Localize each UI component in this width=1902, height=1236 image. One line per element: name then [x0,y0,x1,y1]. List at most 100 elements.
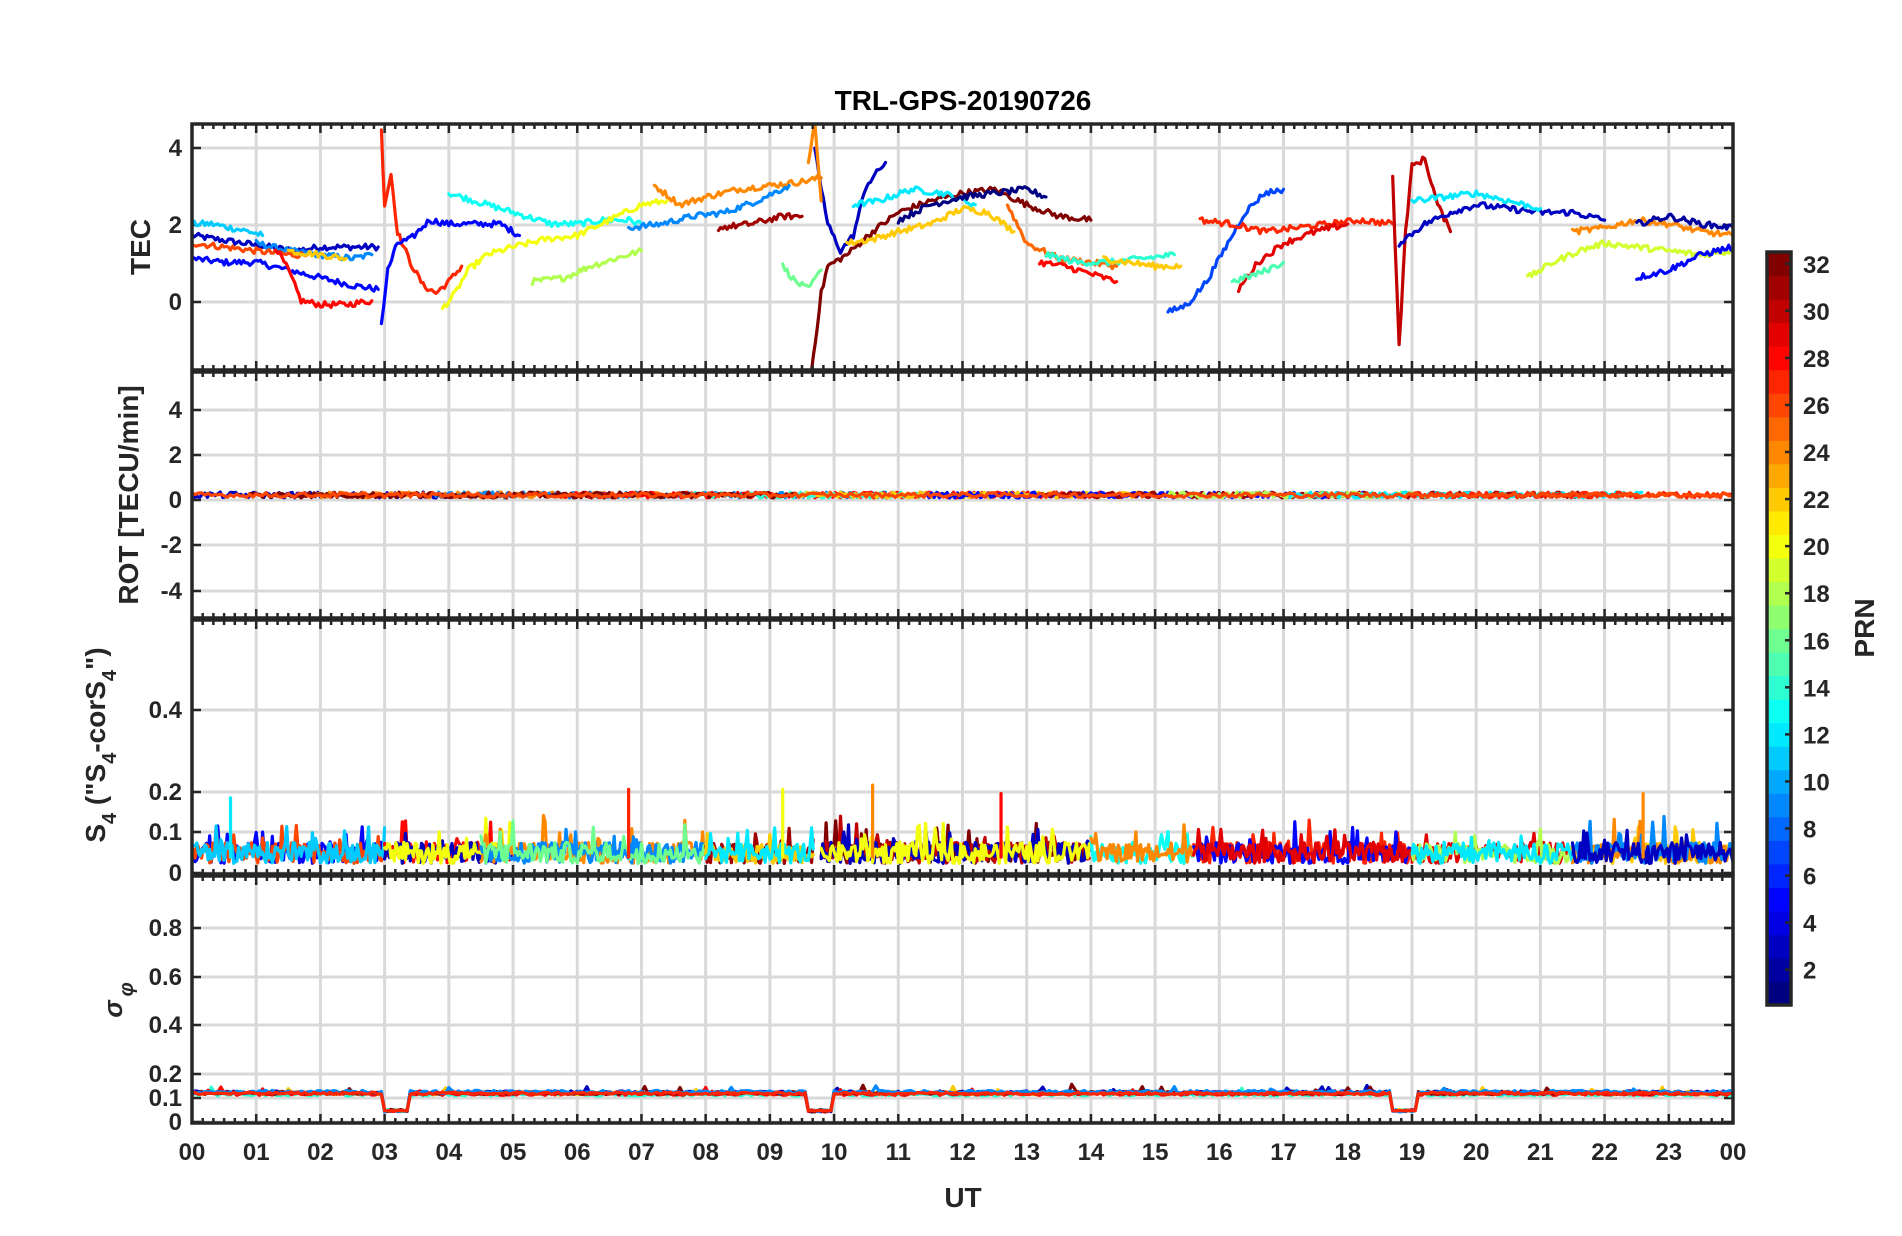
y-tick-label: 0 [169,289,182,316]
tec-series-prn-22 [286,248,348,262]
tec-series-prn-19 [1525,239,1733,279]
tec-series-prn-32 [810,185,1093,370]
label-part: S [80,824,111,843]
y-axis-label-s4: S4 ("S4-corS4") [80,647,121,842]
x-tick-label: 04 [435,1139,462,1166]
x-tick-label: 00 [1720,1139,1747,1166]
x-tick-label: 09 [757,1139,784,1166]
tec-series-prn-31 [716,212,804,233]
tec-series-prn-15 [1230,260,1286,284]
colorbar-segment [1767,746,1791,771]
colorbar-tick-label: 12 [1803,722,1830,749]
tec-series-prn-24 [652,174,823,209]
colorbar-tick-label: 26 [1803,393,1830,420]
x-tick-label: 05 [500,1139,527,1166]
tec-series-prn-29 [1236,222,1350,294]
plot-area [192,124,1733,370]
tec-series-prn-28 [273,248,374,309]
colorbar-tick-label: 8 [1803,817,1816,844]
y-tick-label: -4 [161,578,183,605]
x-tick-label: 17 [1270,1139,1297,1166]
s4-series-prn-16 [479,819,706,866]
colorbar-segment [1767,699,1791,724]
y-tick-label: 2 [169,442,182,469]
colorbar-tick-label: 10 [1803,769,1830,796]
label-part: 4 [99,669,121,681]
colorbar-segment [1767,604,1791,630]
panels: 024-4-202400.10.20.400.10.20.40.60.8TECR… [80,122,1735,1136]
y-tick-label: 4 [169,135,183,162]
label-part: -corS [80,681,111,753]
colorbar-tick-label: 18 [1803,581,1830,608]
x-tick-label: 14 [1078,1139,1105,1166]
tec-series-prn-24 [1570,216,1733,238]
s4-series-prn-12 [1410,834,1575,865]
colorbar-tick-label: 6 [1803,864,1816,891]
x-tick-label: 10 [821,1139,848,1166]
y-tick-label: -2 [161,532,182,559]
y-tick-label: 0.4 [149,697,183,724]
colorbar-segment [1767,793,1791,818]
y-tick-label: 0.4 [149,1012,183,1039]
colorbar-segment [1767,934,1791,959]
y-tick-label: 0.6 [149,964,182,991]
tec-series-prn-12 [1410,189,1543,212]
colorbar-frame [1765,250,1793,1007]
colorbar-segment [1767,510,1791,535]
colorbar-tick-label: 24 [1803,440,1830,467]
label-part: 4 [99,812,121,824]
s4-series-prn-12 [704,826,815,865]
plot-area [192,783,1733,866]
x-tick-label: 08 [692,1139,719,1166]
y-tick-label: 0.8 [149,915,182,942]
y-tick-label: 0 [169,860,182,887]
tec-series-prn-5 [192,255,380,293]
colorbar-segment [1767,840,1791,865]
x-tick-label: 13 [1013,1139,1040,1166]
y-tick-label: 0.1 [149,1085,182,1112]
colorbar-tick-label: 30 [1803,299,1830,326]
label-part: ("S [80,764,111,813]
s4-series-prn-29 [1192,827,1414,865]
label-part: σ [98,999,128,1018]
label-part: 4 [99,752,121,764]
colorbar-tick-label: 14 [1803,675,1830,702]
tec-series-prn-3 [813,146,888,255]
x-tick-label: 19 [1399,1139,1426,1166]
tec-series-prn-27 [1198,216,1395,236]
x-tick-label: 11 [886,1139,911,1166]
colorbar-tick-label: 32 [1803,252,1830,279]
colorbar-segment [1767,981,1791,1006]
colorbar-segment [1767,322,1791,347]
panel-tec: 0 2 4 [169,122,1735,372]
x-tick-label: 15 [1142,1139,1169,1166]
colorbar-tick-label: 28 [1803,346,1830,373]
tec-series-prn-9 [626,183,791,232]
colorbar-label: PRN [1849,598,1880,657]
y-tick-label: 0.2 [149,1061,182,1088]
y-axis-label: ROT [TECU/min] [113,385,144,604]
s4-series-prn-24 [1089,823,1194,864]
colorbar-segment [1767,557,1791,583]
tec-series-prn-16 [781,262,823,289]
x-tick-label: 01 [243,1139,270,1166]
s4-series-prn-3 [1570,828,1733,866]
x-tick-label: 06 [564,1139,591,1166]
panel-frame [190,874,1735,1125]
x-tick-label: 23 [1655,1139,1682,1166]
chart-title: TRL-GPS-20190726 [835,85,1092,116]
y-axis-label-sigma: σφ [98,982,138,1017]
panel-rot: -4 -2 0 2 4 [161,370,1735,620]
x-tick-label: 12 [949,1139,976,1166]
s4-series-prn-11 [192,824,387,865]
y-tick-label: 0 [169,1109,182,1136]
tec-series-prn-22 [845,204,1016,246]
tec-series-prn-27 [379,128,464,295]
colorbar-tick-label: 22 [1803,487,1830,514]
tec-series-prn-7 [1166,187,1286,314]
s4-series-prn-9 [479,827,706,865]
y-tick-label: 0 [169,487,182,514]
y-tick-label: 2 [169,212,182,239]
colorbar-tick-label: 20 [1803,534,1830,561]
